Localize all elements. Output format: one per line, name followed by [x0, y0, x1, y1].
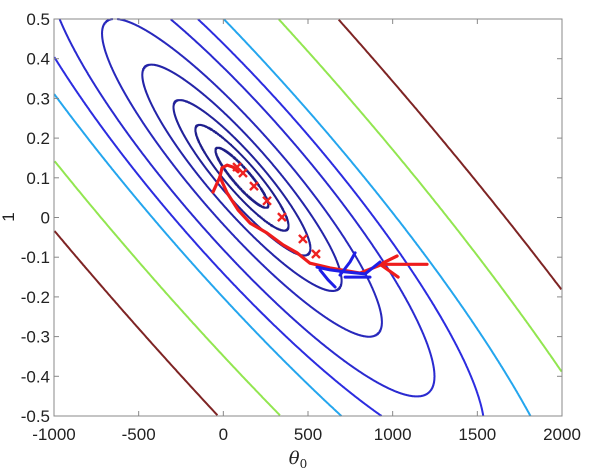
x-tick-label: 2000	[543, 425, 581, 444]
contour-level-1	[194, 123, 290, 232]
contour-level-5	[58, 18, 436, 398]
y-tick-label: 0.4	[26, 50, 50, 69]
y-tick-label: -0.2	[21, 288, 50, 307]
y-tick-label: -0.1	[21, 248, 50, 267]
red-arrow-head	[378, 254, 400, 279]
contour-lines	[53, 18, 563, 417]
blue-path-2	[318, 268, 337, 289]
x-marker-glyph	[262, 195, 272, 206]
plot-background	[54, 19, 562, 416]
x-marker	[311, 249, 321, 259]
contour-level-3	[141, 63, 343, 292]
contour-level-4	[101, 18, 383, 338]
trajectories	[211, 163, 429, 289]
red-trajectory	[211, 163, 240, 194]
x-tick-label: -500	[122, 425, 156, 444]
contour-level-6	[53, 18, 485, 417]
x-axis-label: θ0	[289, 448, 307, 471]
x-tick-label: 1000	[374, 425, 412, 444]
x-tick-label: 500	[294, 425, 322, 444]
x-tick-label: 0	[219, 425, 228, 444]
contour-level-2	[172, 99, 312, 257]
x-tick-label: -1000	[32, 425, 75, 444]
x-marker	[238, 168, 248, 178]
y-axis-label: 1	[0, 212, 18, 221]
x-tick-label: 1500	[458, 425, 496, 444]
y-tick-label: 0.1	[26, 169, 50, 188]
y-tick-label: 0.3	[26, 89, 50, 108]
contour-level-8	[53, 18, 563, 416]
y-tick-label: -0.5	[21, 407, 50, 426]
x-marker	[298, 234, 308, 244]
x-marker	[277, 212, 287, 222]
contour-level-9	[53, 19, 563, 416]
x-marker-glyph	[311, 249, 321, 259]
x-marker-glyph	[298, 234, 308, 244]
contour-level-7	[53, 18, 532, 417]
blue-path-3	[338, 251, 357, 277]
y-tick-label: -0.4	[21, 367, 50, 386]
y-tick-label: 0.5	[26, 10, 50, 29]
x-marker-glyph	[249, 181, 259, 191]
blue-path-1	[315, 260, 382, 276]
iterate-markers	[232, 162, 321, 259]
x-marker	[262, 195, 272, 206]
red-path	[218, 175, 382, 275]
x-marker-glyph	[277, 212, 287, 222]
y-tick-label: 0	[41, 209, 50, 228]
x-marker	[249, 181, 259, 191]
x-marker-glyph	[238, 168, 248, 178]
x-axis-label-subscript: 0	[300, 457, 308, 471]
y-tick-label: -0.3	[21, 328, 50, 347]
y-tick-label: 0.2	[26, 129, 50, 148]
axis-ticks: -1000 -500 0 500 1000 1500 2000 0.5 0.4 0.3 0.2 0.1…	[21, 10, 581, 444]
